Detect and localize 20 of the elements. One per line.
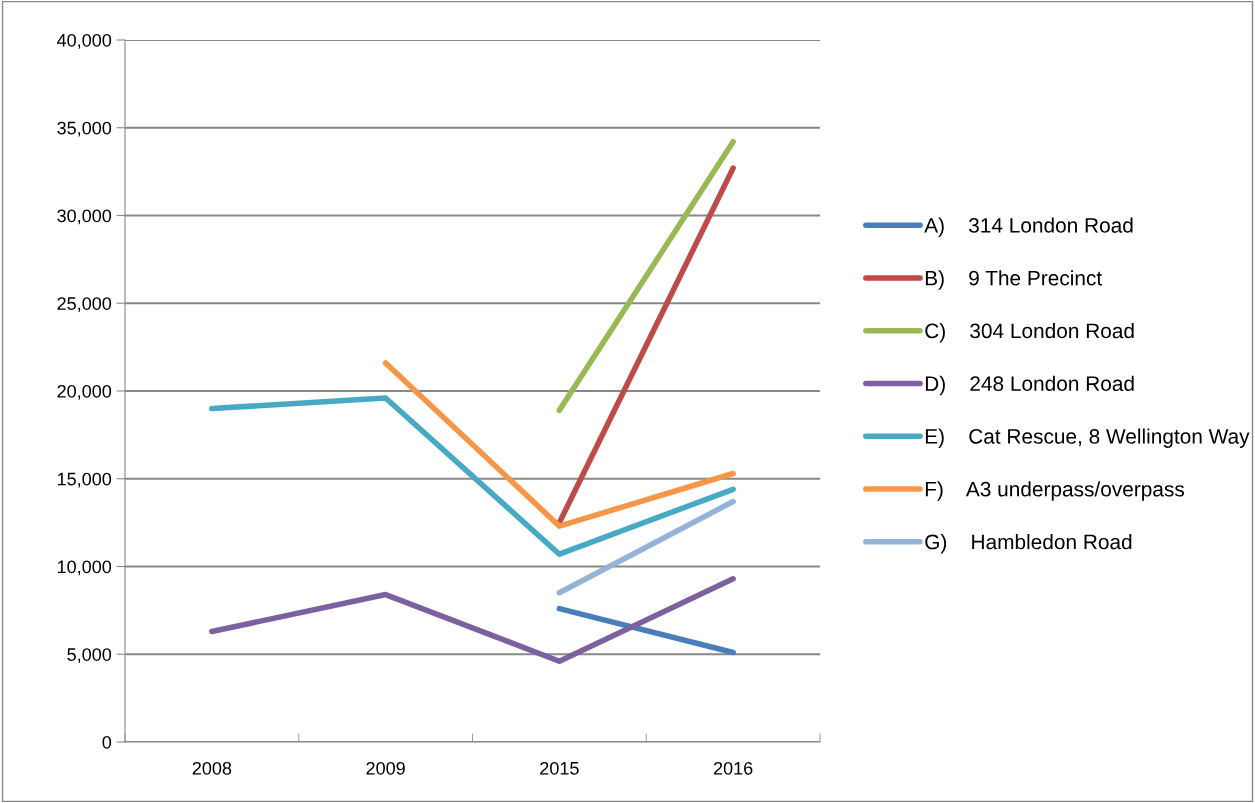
y-tick-label: 20,000: [57, 384, 112, 400]
legend-label: E) Cat Rescue, 8 Wellington Way: [925, 428, 1250, 448]
x-tick-label: 2016: [713, 761, 753, 775]
legend-label: D) 248 London Road: [925, 375, 1134, 396]
y-tick-label: 10,000: [57, 560, 112, 576]
y-tick-label: 5,000: [67, 648, 112, 664]
y-tick-label: 25,000: [57, 297, 112, 313]
legend-label: G) Hambledon Road: [925, 533, 1132, 554]
y-tick-label: 15,000: [57, 472, 112, 488]
legend-label: A) 314 London Road: [924, 217, 1133, 237]
x-tick-label: 2015: [540, 761, 579, 775]
legend-label: B) 9 The Precinct: [925, 270, 1102, 290]
legend-label: C) 304 London Road: [925, 322, 1134, 343]
y-tick-label: 30,000: [57, 209, 112, 225]
legend-label: F) A3 underpass/overpass: [925, 481, 1185, 501]
x-tick-label: 2008: [192, 761, 232, 775]
y-tick-label: 0: [102, 735, 112, 749]
x-tick-label: 2009: [366, 761, 405, 775]
y-tick-label: 40,000: [57, 33, 112, 49]
y-tick-label: 35,000: [57, 121, 112, 137]
